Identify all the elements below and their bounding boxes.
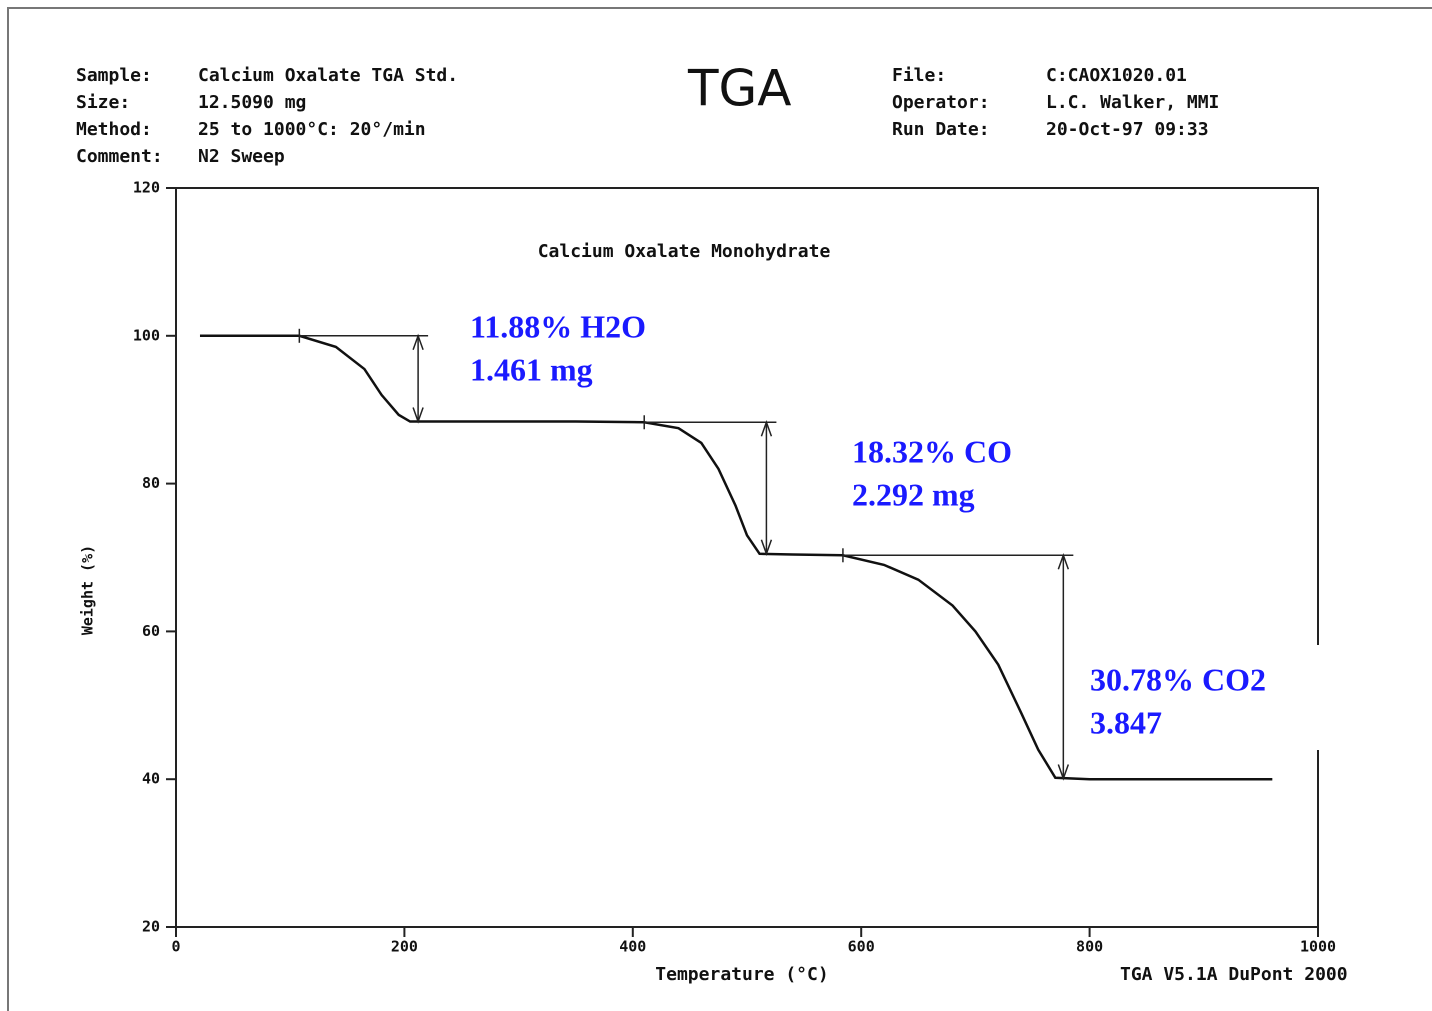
y-tick-label: 120 xyxy=(133,179,160,197)
annotation: 30.78% CO2 xyxy=(1090,661,1266,697)
header-value: C:CAOX1020.01 xyxy=(1046,65,1187,86)
header-value: L.C. Walker, MMI xyxy=(1046,92,1219,113)
header-value: 12.5090 mg xyxy=(198,92,306,113)
annotation: 18.32% CO xyxy=(852,433,1012,469)
annotation: 3.847 xyxy=(1090,704,1162,740)
x-tick-label: 800 xyxy=(1076,938,1103,956)
header-label: Sample: xyxy=(76,65,152,86)
x-tick-label: 1000 xyxy=(1300,938,1336,956)
y-tick-label: 80 xyxy=(142,474,160,492)
header-label: Method: xyxy=(76,119,152,140)
y-axis-label: Weight (%) xyxy=(79,545,97,635)
plot-frame xyxy=(175,187,1319,928)
arrow-head xyxy=(1057,553,1070,570)
annotation-bg xyxy=(1078,645,1348,750)
x-tick-label: 600 xyxy=(848,938,875,956)
footer: TGA V5.1A DuPont 2000 xyxy=(1120,964,1348,985)
arrow-head xyxy=(760,420,773,437)
y-tick-label: 60 xyxy=(142,622,160,640)
arrow-head xyxy=(760,539,773,557)
page-frame xyxy=(7,7,1432,1011)
subtitle: Calcium Oxalate Monohydrate xyxy=(538,241,831,262)
y-tick-label: 40 xyxy=(142,770,160,788)
annotation: 11.88% H2O xyxy=(470,308,646,344)
x-tick-label: 400 xyxy=(619,938,646,956)
arrow-head xyxy=(1057,764,1070,781)
header-label: Operator: xyxy=(892,92,990,113)
data-line xyxy=(199,334,1273,781)
x-tick-label: 0 xyxy=(171,938,180,956)
header-value: N2 Sweep xyxy=(198,146,285,167)
annotation: 2.292 mg xyxy=(852,476,975,512)
header-label: Run Date: xyxy=(892,119,990,140)
chart-title: TGA xyxy=(687,60,792,118)
arrow-head xyxy=(412,407,424,424)
x-tick-label: 200 xyxy=(391,938,418,956)
arrow-head xyxy=(412,333,424,351)
header-label: Comment: xyxy=(76,146,163,167)
header-value: 20-Oct-97 09:33 xyxy=(1046,119,1209,140)
header-value: 25 to 1000°C: 20°/min xyxy=(198,119,426,140)
header-label: Size: xyxy=(76,92,130,113)
annotation: 1.461 mg xyxy=(470,351,593,387)
header-value: Calcium Oxalate TGA Std. xyxy=(198,65,458,86)
y-tick-label: 20 xyxy=(142,918,160,936)
y-tick-label: 100 xyxy=(133,326,160,344)
x-axis-label: Temperature (°C) xyxy=(655,964,828,985)
header-label: File: xyxy=(892,65,946,86)
